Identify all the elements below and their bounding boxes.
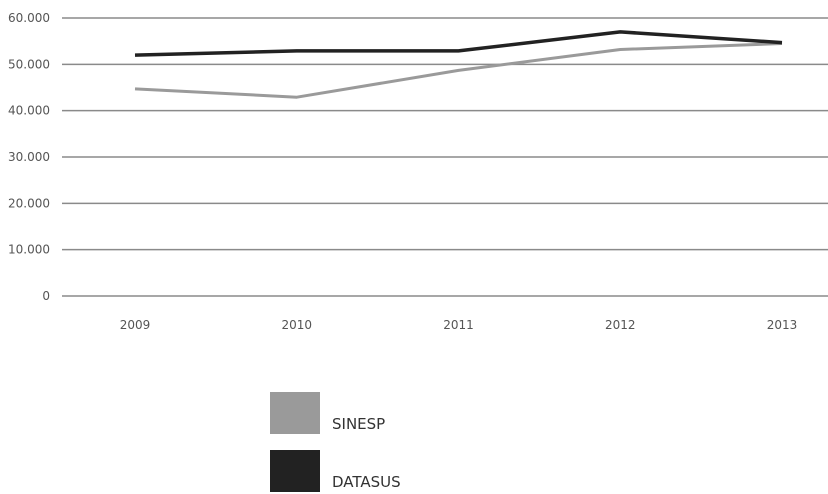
x-tick-label: 2009 — [120, 318, 151, 332]
legend: SINESP DATASUS — [270, 392, 401, 492]
legend-swatch-datasus — [270, 450, 320, 492]
series-lines — [134, 30, 783, 99]
series-line-datasus — [134, 30, 783, 57]
x-tick-label: 2013 — [767, 318, 798, 332]
y-axis-ticks: 0 10.000 20.000 30.000 40.000 50.000 60.000 — [8, 11, 50, 303]
x-axis-ticks: 2009 2010 2011 2012 2013 — [120, 318, 798, 332]
legend-label-sinesp: SINESP — [332, 415, 385, 433]
y-tick-label: 30.000 — [8, 150, 50, 164]
y-tick-label: 50.000 — [8, 57, 50, 71]
y-tick-label: 20.000 — [8, 196, 50, 210]
x-tick-label: 2010 — [281, 318, 312, 332]
legend-swatch-sinesp — [270, 392, 320, 434]
x-tick-label: 2012 — [605, 318, 636, 332]
y-tick-label: 10.000 — [8, 243, 50, 257]
y-tick-label: 40.000 — [8, 104, 50, 118]
x-tick-label: 2011 — [443, 318, 474, 332]
gridlines — [62, 17, 828, 297]
y-tick-label: 0 — [42, 289, 50, 303]
y-tick-label: 60.000 — [8, 11, 50, 25]
legend-label-datasus: DATASUS — [332, 473, 401, 491]
